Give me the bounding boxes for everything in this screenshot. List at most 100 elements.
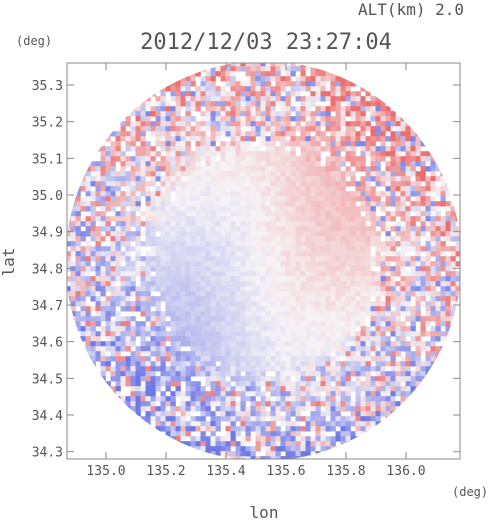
radar-cell [265,276,271,282]
radar-cell [190,326,196,332]
radar-cell [305,81,311,87]
radar-cell [340,421,346,427]
radar-cell [170,181,176,187]
radar-cell [265,436,271,442]
radar-cell [375,306,381,312]
radar-cell [120,156,126,162]
radar-cell [350,421,356,427]
radar-cell [235,451,241,457]
radar-cell [345,246,351,252]
radar-cell [215,291,221,297]
radar-cell [70,181,76,187]
radar-cell [270,346,276,352]
radar-cell [190,131,196,137]
radar-cell [160,131,166,137]
radar-cell [230,346,236,352]
radar-cell [100,176,106,182]
radar-cell [355,366,361,372]
radar-cell [195,366,201,372]
radar-cell [220,181,226,187]
radar-cell [165,226,171,232]
radar-cell [225,176,231,182]
radar-cell [325,286,331,292]
radar-cell [275,101,281,107]
radar-cell [135,321,141,327]
radar-cell [235,146,241,152]
radar-cell [310,161,316,167]
radar-cell [175,436,181,442]
radar-cell [345,101,351,107]
radar-cell [385,346,391,352]
radar-cell [260,171,266,177]
radar-cell [445,191,451,197]
radar-cell [325,406,331,412]
radar-cell [360,366,366,372]
radar-cell [320,261,326,267]
radar-cell [75,326,81,332]
radar-cell [205,346,211,352]
radar-cell [180,216,186,222]
radar-cell [260,186,266,192]
radar-cell [135,376,141,382]
radar-cell [395,321,401,327]
radar-cell [325,251,331,257]
radar-cell [445,216,451,222]
radar-cell [155,251,161,257]
radar-cell [265,71,271,77]
radar-cell [290,146,296,152]
radar-cell [105,156,111,162]
radar-cell [210,376,216,382]
radar-cell [355,276,361,282]
radar-cell [310,391,316,397]
radar-cell [360,401,366,407]
radar-cell [245,301,251,307]
radar-cell [375,191,381,197]
radar-cell [380,266,386,272]
radar-cell [205,356,211,362]
radar-cell [300,426,306,432]
radar-cell [115,221,121,227]
radar-cell [275,336,281,342]
radar-cell [125,221,131,227]
radar-cell [230,286,236,292]
radar-cell [220,446,226,452]
radar-cell [245,316,251,322]
radar-cell [280,63,286,67]
radar-cell [305,346,311,352]
radar-cell [255,81,261,87]
radar-cell [135,151,141,157]
radar-cell [205,231,211,237]
radar-cell [235,231,241,237]
radar-cell [155,331,161,337]
radar-cell [420,131,426,137]
radar-cell [190,221,196,227]
radar-cell [330,286,336,292]
radar-cell [390,201,396,207]
radar-cell [245,431,251,437]
radar-cell [125,191,131,197]
radar-cell [200,386,206,392]
radar-cell [260,151,266,157]
radar-cell [75,276,81,282]
radar-cell [415,131,421,137]
radar-cell [235,101,241,107]
radar-cell [155,141,161,147]
radar-cell [260,96,266,102]
radar-cell [110,161,116,167]
radar-cell [175,131,181,137]
radar-cell [265,381,271,387]
radar-cell [360,191,366,197]
radar-cell [105,181,111,187]
radar-cell [355,356,361,362]
radar-cell [130,376,136,382]
radar-cell [375,321,381,327]
radar-cell [385,286,391,292]
radar-cell [135,356,141,362]
radar-cell [150,86,156,92]
radar-cell [260,71,266,77]
radar-cell [160,406,166,412]
radar-cell [130,256,136,262]
radar-cell [120,336,126,342]
radar-cell [145,211,151,217]
radar-cell [365,431,371,437]
